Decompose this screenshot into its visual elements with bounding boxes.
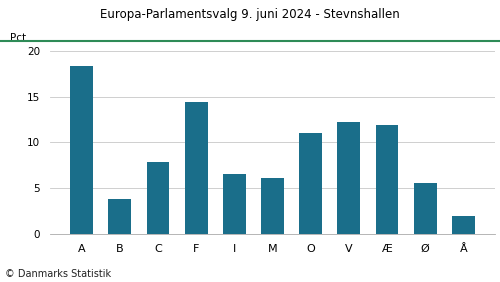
Bar — [223, 174, 246, 234]
Bar — [184, 102, 208, 234]
Text: Europa-Parlamentsvalg 9. juni 2024 - Stevnshallen: Europa-Parlamentsvalg 9. juni 2024 - Ste… — [100, 8, 400, 21]
Bar — [376, 125, 398, 234]
Bar — [338, 122, 360, 234]
Bar — [108, 199, 132, 234]
Bar — [146, 162, 170, 234]
Bar — [70, 66, 93, 234]
Bar — [414, 183, 436, 234]
Bar — [261, 178, 284, 234]
Bar — [299, 133, 322, 234]
Bar — [452, 216, 475, 234]
Text: Pct.: Pct. — [10, 34, 29, 43]
Text: © Danmarks Statistik: © Danmarks Statistik — [5, 269, 111, 279]
